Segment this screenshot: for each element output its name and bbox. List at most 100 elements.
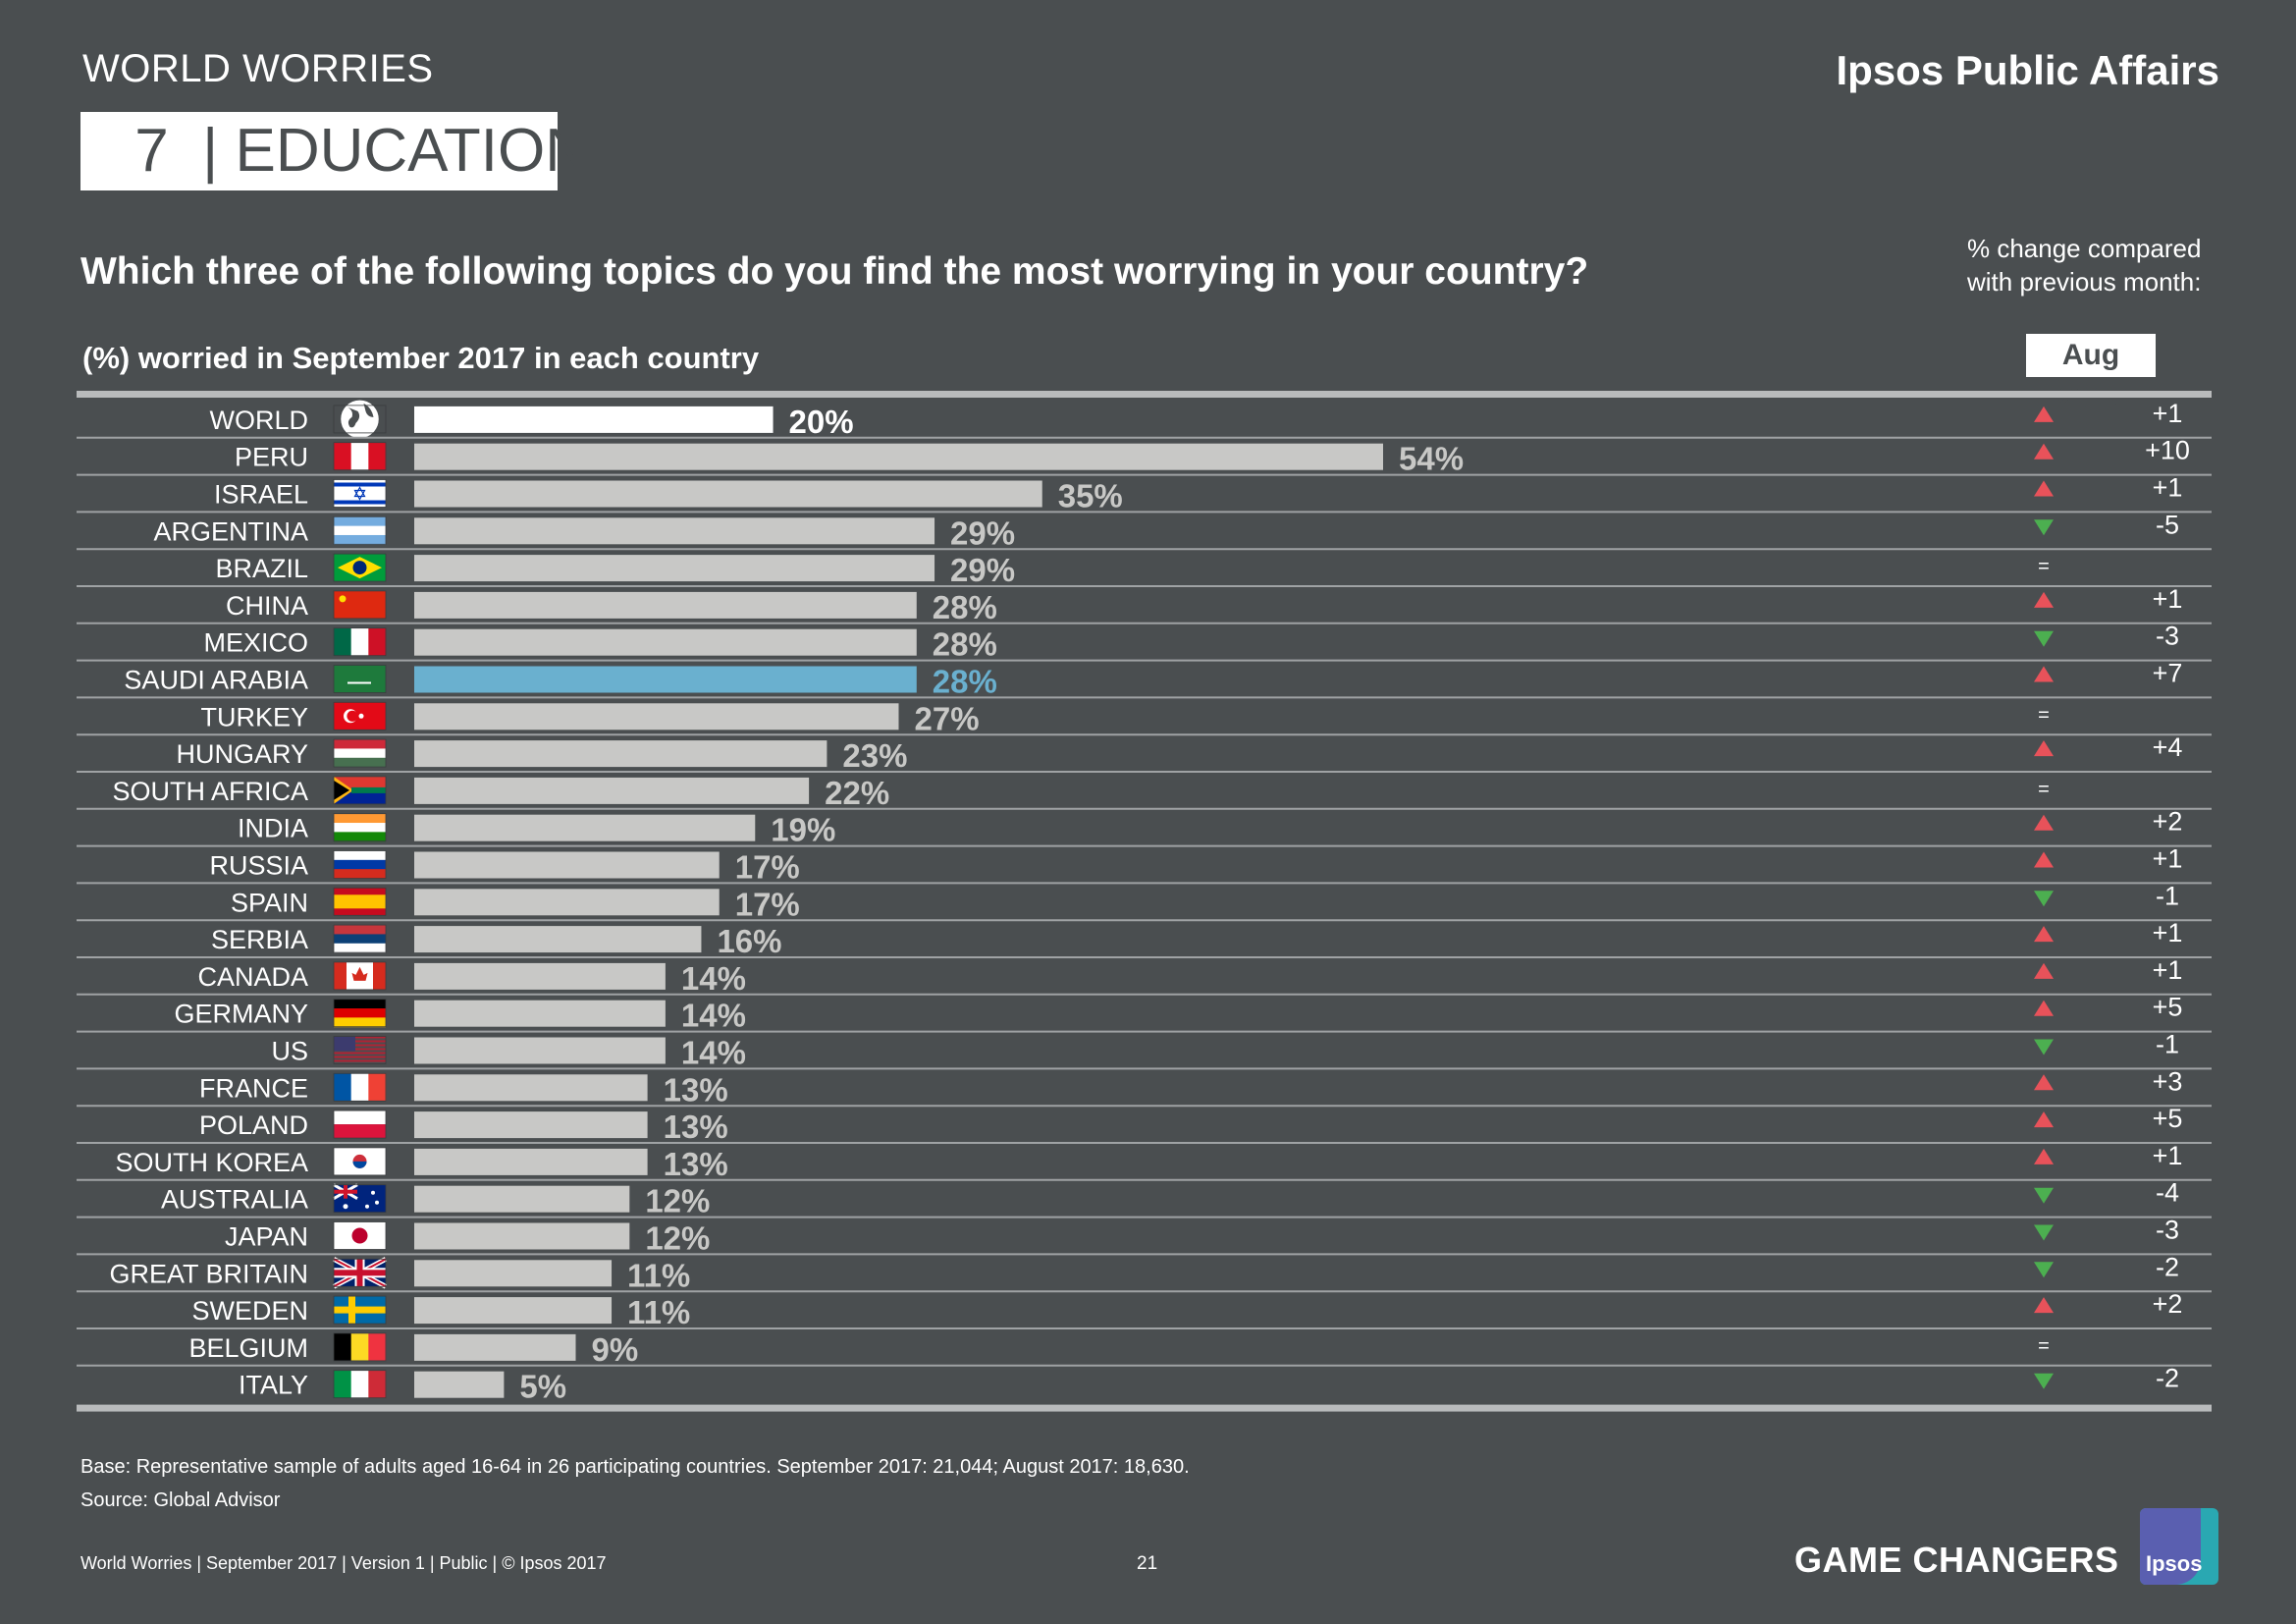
chart-subtitle: (%) worried in September 2017 in each co… [82,341,760,375]
table-bottom-rule [77,1404,2212,1412]
chart-row-mexico: MEXICO 28% -3 [77,622,2212,663]
country-label: ARGENTINA [153,516,308,546]
section-label: WORLD WORRIES [82,47,434,90]
bar [414,777,810,804]
survey-question: Which three of the following topics do y… [80,250,1589,293]
bar [414,1297,613,1325]
change-value: +2 [2153,1289,2183,1319]
brand-name: Ipsos Public Affairs [1836,47,2219,93]
chart-row-poland: POLAND 13% +5 [77,1104,2212,1145]
triangle-up-icon [2034,443,2054,460]
chart-row-israel: ISRAEL 35% +1 [77,473,2212,514]
italy-flag-icon [333,1370,387,1399]
germany-flag-icon [333,999,387,1028]
triangle-up-icon [2034,1297,2054,1314]
logo-text: Ipsos [2146,1551,2203,1576]
triangle-up-icon [2034,480,2054,497]
chart-row-italy: ITALY 5% -2 [77,1364,2212,1405]
serbia-flag-icon [333,924,387,953]
value-label: 16% [717,923,781,959]
tagline: GAME CHANGERS [1794,1540,2119,1580]
change-value: -3 [2156,622,2179,651]
no-change-symbol: = [2038,779,2050,800]
value-label: 14% [681,998,746,1034]
triangle-down-icon [2034,1187,2054,1204]
change-value: +7 [2153,659,2183,688]
no-change-symbol: = [2038,1335,2050,1357]
chart-row-serbia: SERBIA 16% +1 [77,918,2212,959]
change-value: -2 [2156,1364,2179,1393]
page-title: 7 | EDUCATION [80,112,589,190]
china-flag-icon [333,590,387,620]
country-label: SOUTH AFRICA [112,777,308,806]
triangle-up-icon [2034,591,2054,608]
change-value: +1 [2153,1141,2183,1170]
brazil-flag-icon [333,553,387,582]
change-value: -5 [2156,510,2179,539]
triangle-up-icon [2034,962,2054,979]
compare-period-badge: Aug 2017 [2026,334,2156,414]
page-number: 21 [1137,1553,1158,1574]
value-label: 13% [664,1071,728,1108]
triangle-down-icon [2034,519,2054,536]
value-label: 20% [789,404,854,440]
japan-flag-icon [333,1221,387,1250]
triangle-up-icon [2034,1074,2054,1091]
us-flag-icon [333,1036,387,1064]
chart-row-argentina: ARGENTINA 29% -5 [77,510,2212,551]
value-label: 17% [735,849,800,886]
no-change-symbol: = [2038,556,2050,577]
chart-row-us: US 14% -1 [77,1030,2212,1071]
value-label: 19% [771,812,835,848]
bar [414,740,828,768]
country-label: GREAT BRITAIN [109,1259,308,1288]
change-value: +5 [2153,993,2183,1022]
chart-row-south-africa: SOUTH AFRICA 22% = [77,771,2212,811]
country-label: WORLD [210,406,309,435]
value-label: 29% [950,552,1015,588]
value-label: 17% [735,886,800,922]
triangle-up-icon [2034,1000,2054,1016]
saudi-arabia-flag-icon [333,665,387,693]
country-label: POLAND [199,1110,308,1140]
table-top-rule [77,391,2212,398]
bar [414,555,935,582]
country-label: GERMANY [174,1000,308,1029]
value-label: 13% [664,1146,728,1182]
bar [414,666,917,693]
turkey-flag-icon [333,701,387,731]
triangle-down-icon [2034,1224,2054,1241]
value-label: 5% [519,1369,566,1405]
bar [414,1000,666,1027]
value-label: 9% [592,1331,639,1368]
value-label: 28% [933,589,997,625]
country-label: ISRAEL [214,480,308,510]
country-label: SAUDI ARABIA [124,666,308,695]
chart-row-canada: CANADA 14% +1 [77,955,2212,997]
bar [414,443,1383,470]
india-flag-icon [333,813,387,842]
change-value: +4 [2153,732,2183,762]
great-britain-flag-icon [332,1257,388,1289]
change-value: -2 [2156,1252,2179,1281]
ipsos-logo: Ipsos [2140,1508,2218,1585]
belgium-flag-icon [333,1332,387,1362]
country-label: SERBIA [211,925,308,954]
poland-flag-icon [333,1110,387,1139]
footer-source: Source: Global Advisor [80,1489,281,1511]
chart-row-japan: JAPAN 12% -3 [77,1216,2212,1257]
bar [414,1222,630,1250]
chart-row-hungary: HUNGARY 23% +4 [77,732,2212,774]
country-label: TURKEY [200,702,308,731]
value-label: 12% [645,1183,710,1219]
country-label: AUSTRALIA [161,1185,308,1215]
bar [414,1037,666,1064]
change-value: +1 [2153,473,2183,503]
bar [414,1185,630,1213]
change-value: +10 [2145,436,2190,465]
bar [414,1333,576,1361]
bar [414,1260,613,1287]
change-value: +1 [2153,955,2183,985]
value-label: 14% [681,1035,746,1071]
